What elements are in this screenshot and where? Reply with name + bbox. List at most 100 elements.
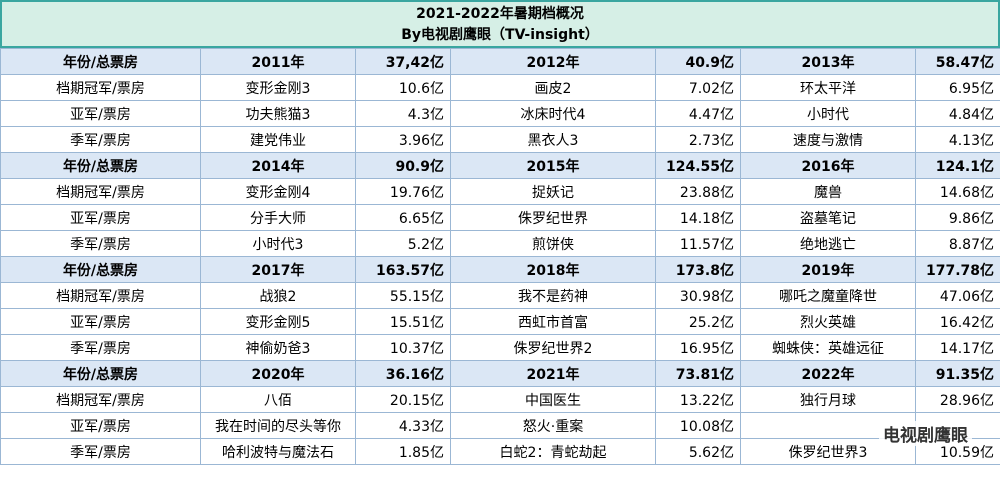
- row-label: 档期冠军/票房: [0, 74, 201, 101]
- box-office-cell: 124.55亿: [655, 152, 741, 179]
- name-cell: 2011年: [200, 48, 356, 75]
- box-office-cell: 40.9亿: [655, 48, 741, 75]
- box-office-cell: 14.18亿: [655, 204, 741, 231]
- title-bar: 2021-2022年暑期档概况 By电视剧鹰眼（TV-insight）: [0, 0, 1000, 48]
- box-office-cell: 10.6亿: [355, 74, 451, 101]
- name-cell: 变形金刚3: [200, 74, 356, 101]
- box-office-cell: 28.96亿: [915, 386, 1000, 413]
- name-cell: 白蛇2：青蛇劫起: [450, 438, 656, 465]
- box-office-cell: 47.06亿: [915, 282, 1000, 309]
- box-office-cell: 173.8亿: [655, 256, 741, 283]
- data-row: 档期冠军/票房 八佰 20.15亿 中国医生 13.22亿 独行月球 28.96亿: [0, 386, 1000, 413]
- row-label: 年份/总票房: [0, 48, 201, 75]
- box-office-cell: 55.15亿: [355, 282, 451, 309]
- box-office-cell: 124.1亿: [915, 152, 1000, 179]
- name-cell: 我不是药神: [450, 282, 656, 309]
- row-label: 亚军/票房: [0, 412, 201, 439]
- data-row: 亚军/票房 我在时间的尽头等你 4.33亿 怒火·重案 10.08亿: [0, 412, 1000, 439]
- name-cell: 2017年: [200, 256, 356, 283]
- box-office-cell: 6.95亿: [915, 74, 1000, 101]
- header-row: 年份/总票房 2011年 37,42亿 2012年 40.9亿 2013年 58.47亿: [0, 48, 1000, 75]
- row-label: 季军/票房: [0, 126, 201, 153]
- name-cell: 2015年: [450, 152, 656, 179]
- row-label: 亚军/票房: [0, 100, 201, 127]
- data-row: 季军/票房 哈利波特与魔法石 1.85亿 白蛇2：青蛇劫起 5.62亿 侏罗纪世界3 10.…: [0, 438, 1000, 465]
- name-cell: 蜘蛛侠：英雄远征: [740, 334, 916, 361]
- name-cell: 战狼2: [200, 282, 356, 309]
- name-cell: 神偷奶爸3: [200, 334, 356, 361]
- name-cell: 西虹市首富: [450, 308, 656, 335]
- box-office-cell: 37,42亿: [355, 48, 451, 75]
- box-office-cell: 5.2亿: [355, 230, 451, 257]
- row-label: 亚军/票房: [0, 308, 201, 335]
- box-office-table: 年份/总票房 2011年 37,42亿 2012年 40.9亿 2013年 58.47亿 档期…: [0, 48, 1000, 465]
- name-cell: 煎饼侠: [450, 230, 656, 257]
- box-office-cell: 1.85亿: [355, 438, 451, 465]
- name-cell: 环太平洋: [740, 74, 916, 101]
- box-office-cell: 6.65亿: [355, 204, 451, 231]
- name-cell: 2019年: [740, 256, 916, 283]
- data-row: 亚军/票房 功夫熊猫3 4.3亿 冰床时代4 4.47亿 小时代 4.84亿: [0, 100, 1000, 127]
- box-office-cell: 11.57亿: [655, 230, 741, 257]
- row-label: 年份/总票房: [0, 256, 201, 283]
- box-office-cell: 2.73亿: [655, 126, 741, 153]
- box-office-cell: 5.62亿: [655, 438, 741, 465]
- row-label: 年份/总票房: [0, 360, 201, 387]
- box-office-cell: 13.22亿: [655, 386, 741, 413]
- name-cell: 2018年: [450, 256, 656, 283]
- box-office-cell: 177.78亿: [915, 256, 1000, 283]
- name-cell: 绝地逃亡: [740, 230, 916, 257]
- watermark: 电视剧鹰眼: [879, 421, 972, 446]
- box-office-cell: 15.51亿: [355, 308, 451, 335]
- box-office-cell: 4.47亿: [655, 100, 741, 127]
- name-cell: 烈火英雄: [740, 308, 916, 335]
- header-row: 年份/总票房 2020年 36.16亿 2021年 73.81亿 2022年 91.35亿: [0, 360, 1000, 387]
- data-row: 季军/票房 小时代3 5.2亿 煎饼侠 11.57亿 绝地逃亡 8.87亿: [0, 230, 1000, 257]
- box-office-cell: 58.47亿: [915, 48, 1000, 75]
- name-cell: 小时代3: [200, 230, 356, 257]
- name-cell: 2021年: [450, 360, 656, 387]
- data-row: 亚军/票房 分手大师 6.65亿 侏罗纪世界 14.18亿 盗墓笔记 9.86亿: [0, 204, 1000, 231]
- box-office-cell: 91.35亿: [915, 360, 1000, 387]
- row-label: 档期冠军/票房: [0, 282, 201, 309]
- box-office-cell: 10.08亿: [655, 412, 741, 439]
- row-label: 档期冠军/票房: [0, 386, 201, 413]
- data-row: 档期冠军/票房 变形金刚3 10.6亿 画皮2 7.02亿 环太平洋 6.95亿: [0, 74, 1000, 101]
- box-office-cell: 20.15亿: [355, 386, 451, 413]
- name-cell: 魔兽: [740, 178, 916, 205]
- name-cell: 速度与激情: [740, 126, 916, 153]
- box-office-cell: 9.86亿: [915, 204, 1000, 231]
- name-cell: 捉妖记: [450, 178, 656, 205]
- box-office-cell: 10.37亿: [355, 334, 451, 361]
- name-cell: 黑衣人3: [450, 126, 656, 153]
- box-office-cell: 73.81亿: [655, 360, 741, 387]
- box-office-cell: 23.88亿: [655, 178, 741, 205]
- row-label: 年份/总票房: [0, 152, 201, 179]
- data-row: 季军/票房 建党伟业 3.96亿 黑衣人3 2.73亿 速度与激情 4.13亿: [0, 126, 1000, 153]
- row-label: 季军/票房: [0, 334, 201, 361]
- data-row: 季军/票房 神偷奶爸3 10.37亿 侏罗纪世界2 16.95亿 蜘蛛侠：英雄远征 14.1…: [0, 334, 1000, 361]
- header-row: 年份/总票房 2017年 163.57亿 2018年 173.8亿 2019年 177.78…: [0, 256, 1000, 283]
- subtitle: By电视剧鹰眼（TV-insight）: [401, 27, 599, 43]
- data-row: 档期冠军/票房 战狼2 55.15亿 我不是药神 30.98亿 哪吒之魔童降世 47.06亿: [0, 282, 1000, 309]
- row-label: 季军/票房: [0, 230, 201, 257]
- title: 2021-2022年暑期档概况: [416, 6, 584, 22]
- name-cell: 哪吒之魔童降世: [740, 282, 916, 309]
- name-cell: 盗墓笔记: [740, 204, 916, 231]
- box-office-cell: 7.02亿: [655, 74, 741, 101]
- box-office-cell: 36.16亿: [355, 360, 451, 387]
- box-office-cell: 8.87亿: [915, 230, 1000, 257]
- box-office-cell: 3.96亿: [355, 126, 451, 153]
- name-cell: 2022年: [740, 360, 916, 387]
- name-cell: 怒火·重案: [450, 412, 656, 439]
- box-office-cell: 30.98亿: [655, 282, 741, 309]
- row-label: 档期冠军/票房: [0, 178, 201, 205]
- name-cell: 2020年: [200, 360, 356, 387]
- name-cell: 八佰: [200, 386, 356, 413]
- data-row: 亚军/票房 变形金刚5 15.51亿 西虹市首富 25.2亿 烈火英雄 16.42亿: [0, 308, 1000, 335]
- name-cell: 2013年: [740, 48, 916, 75]
- box-office-cell: 4.13亿: [915, 126, 1000, 153]
- box-office-cell: 16.42亿: [915, 308, 1000, 335]
- box-office-cell: 25.2亿: [655, 308, 741, 335]
